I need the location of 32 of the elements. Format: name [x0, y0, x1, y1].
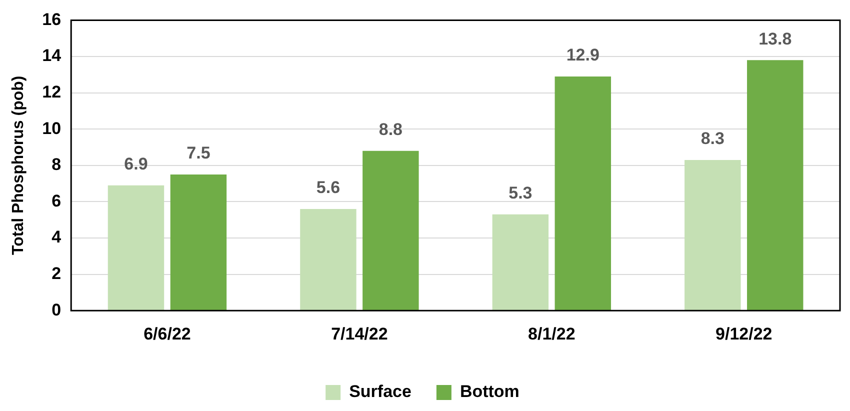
bar	[684, 160, 741, 310]
bar	[747, 60, 804, 310]
data-label: 8.3	[700, 129, 724, 148]
y-tick-label: 2	[52, 264, 62, 283]
bar	[492, 214, 549, 310]
x-tick-label: 9/12/22	[716, 324, 772, 344]
y-tick-label: 16	[42, 10, 62, 29]
x-tick-label: 8/1/22	[528, 324, 576, 344]
bar	[362, 150, 419, 310]
data-label: 7.5	[186, 144, 210, 163]
bar	[300, 208, 356, 310]
data-label: 5.3	[508, 184, 532, 203]
y-axis-title: Total Phosphorus (pob)	[10, 76, 28, 256]
y-tick-label: 12	[42, 82, 62, 102]
y-tick-label: 10	[42, 118, 62, 138]
y-tick-label: 8	[52, 155, 62, 174]
x-tick-label: 6/6/22	[144, 324, 191, 344]
data-label: 6.9	[124, 154, 148, 174]
bar	[170, 174, 227, 310]
y-tick-label: 14	[42, 46, 62, 66]
data-label: 12.9	[566, 46, 600, 65]
legend-label: Surface	[349, 382, 412, 402]
legend-label: Bottom	[460, 382, 520, 402]
y-tick-label: 4	[52, 228, 62, 247]
data-label: 5.6	[316, 178, 340, 198]
x-tick-label: 7/14/22	[331, 324, 388, 344]
data-label: 13.8	[758, 29, 792, 48]
bar	[554, 76, 612, 310]
data-label: 8.8	[378, 120, 402, 140]
bar	[108, 185, 164, 310]
y-tick-label: 0	[52, 300, 62, 320]
y-tick-label: 6	[52, 191, 62, 210]
